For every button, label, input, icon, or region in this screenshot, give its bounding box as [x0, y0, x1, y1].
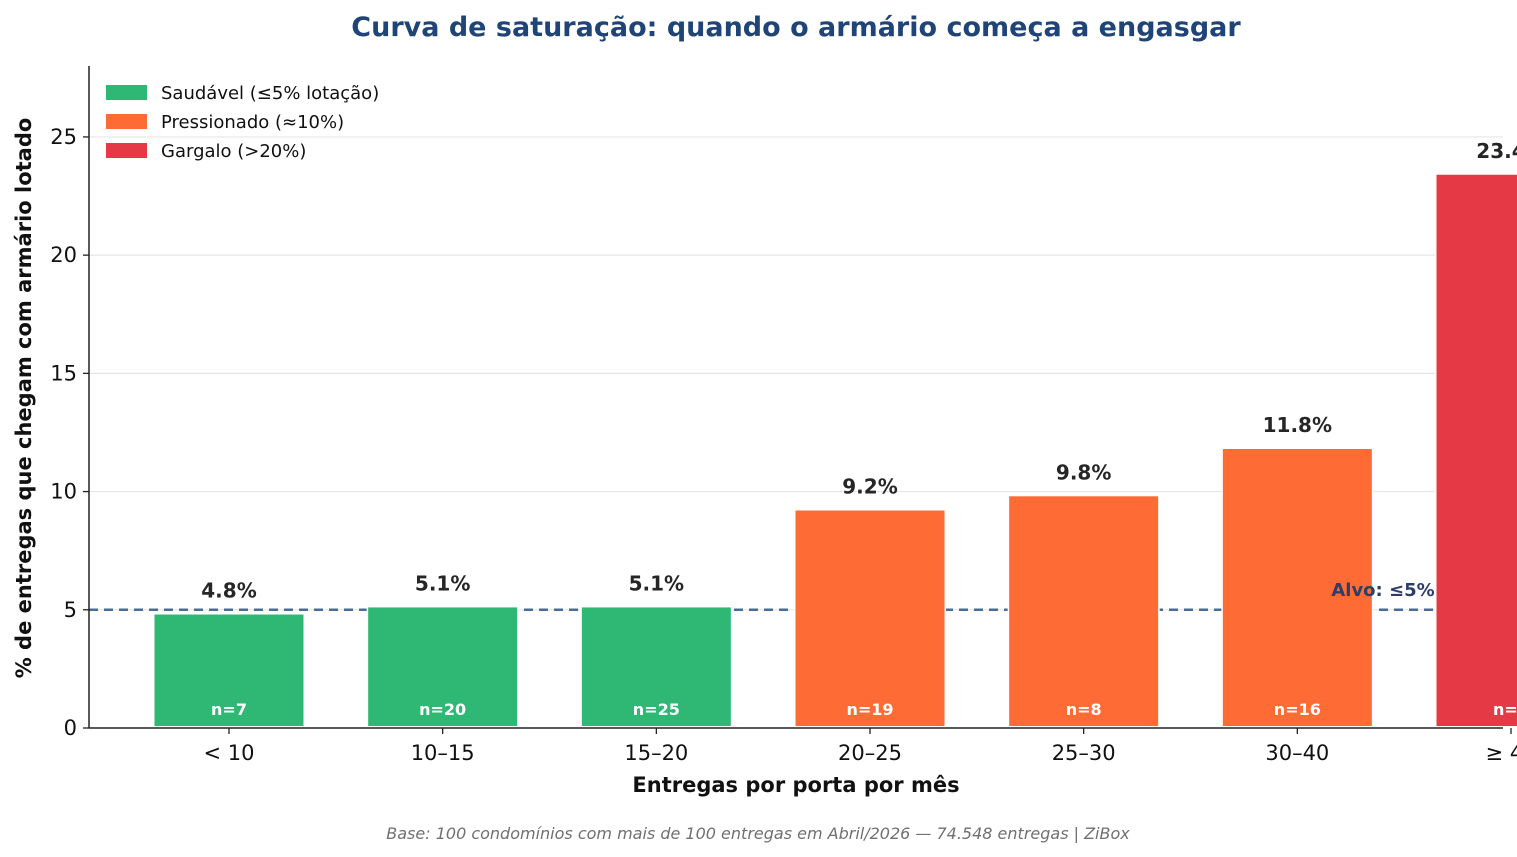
- x-tick-label: 25–30: [1052, 741, 1116, 765]
- bar-value-label: 5.1%: [629, 571, 684, 595]
- bars: 4.8% n=7 5.1% n=20 5.1% n=25 9.2% n=19 9.8% n=8 11…: [153, 139, 1517, 727]
- x-tick-label: 15–20: [624, 741, 688, 765]
- y-tick-label: 5: [64, 598, 77, 622]
- bar-value-label: 9.8%: [1056, 460, 1111, 484]
- y-tick-label: 15: [50, 361, 77, 385]
- bar: [368, 607, 518, 726]
- x-tick-label: ≥ 40: [1486, 741, 1517, 765]
- bar: [1222, 449, 1372, 726]
- y-axis-label: % de entregas que chegam com armário lot…: [12, 118, 36, 679]
- chart-title: Curva de saturação: quando o armário com…: [351, 12, 1241, 43]
- x-tick-label: 10–15: [411, 741, 475, 765]
- legend-label-healthy: Saudável (≤5% lotação): [161, 83, 379, 104]
- bar-n-label: n=25: [633, 700, 680, 719]
- bar-value-label: 11.8%: [1263, 413, 1332, 437]
- x-tick-label: 20–25: [838, 741, 902, 765]
- axes: 0 5 10 15 20 25 < 10 10–15 15–20 20–25 25–30 30–40 ≥…: [50, 66, 1517, 765]
- legend-label-bottleneck: Gargalo (>20%): [161, 141, 306, 162]
- legend: Saudável (≤5% lotação) Pressionado (≈10%)…: [106, 83, 379, 162]
- bar-n-label: n=19: [846, 700, 893, 719]
- bar-n-label: n=5: [1493, 700, 1517, 719]
- legend-swatch-pressured: [106, 114, 147, 129]
- bar-n-label: n=16: [1274, 700, 1321, 719]
- legend-swatch-bottleneck: [106, 143, 147, 158]
- bar: [1436, 174, 1517, 726]
- bar-n-label: n=7: [211, 700, 247, 719]
- x-tick-label: < 10: [204, 741, 255, 765]
- y-tick-label: 20: [50, 243, 77, 267]
- y-tick-label: 25: [50, 125, 77, 149]
- bar: [1009, 496, 1159, 726]
- bar-n-label: n=8: [1066, 700, 1102, 719]
- bar: [795, 510, 945, 726]
- legend-label-pressured: Pressionado (≈10%): [161, 112, 344, 133]
- y-tick-label: 0: [64, 716, 77, 740]
- footnote: Base: 100 condomínios com mais de 100 en…: [386, 824, 1130, 843]
- legend-swatch-healthy: [106, 85, 147, 100]
- bar: [154, 614, 304, 726]
- bar-value-label: 23.4%: [1476, 139, 1517, 163]
- bar-value-label: 4.8%: [201, 579, 256, 603]
- bar-value-label: 9.2%: [842, 474, 897, 498]
- bar-n-label: n=20: [419, 700, 466, 719]
- x-tick-label: 30–40: [1265, 741, 1329, 765]
- bar-value-label: 5.1%: [415, 571, 470, 595]
- x-axis-label: Entregas por porta por mês: [632, 773, 959, 797]
- y-tick-label: 10: [50, 480, 77, 504]
- bar: [581, 607, 731, 726]
- target-label: Alvo: ≤5%: [1331, 580, 1434, 601]
